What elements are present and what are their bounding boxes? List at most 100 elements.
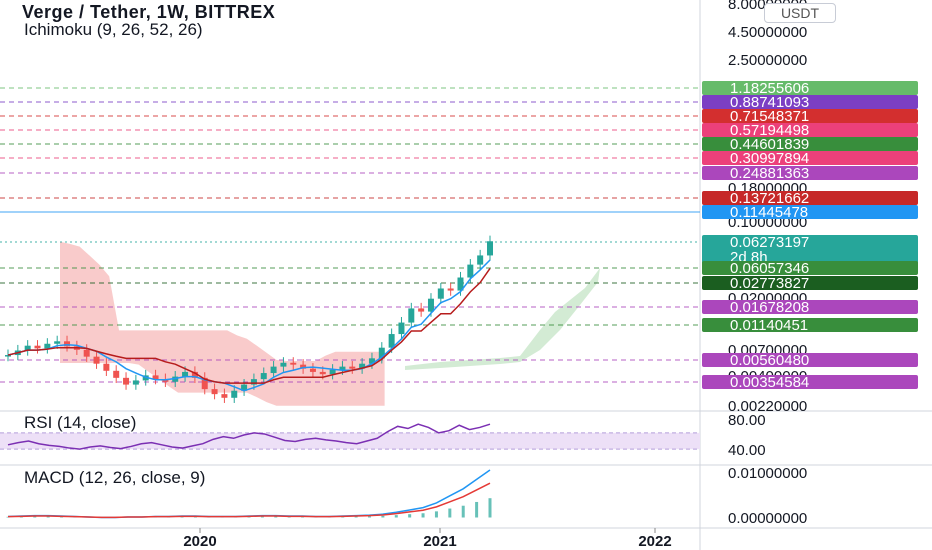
candle-body[interactable] [427,298,434,312]
candle-body[interactable] [339,366,346,370]
macd-histogram-bar [6,516,10,518]
candle-body[interactable] [447,288,454,291]
candle-body[interactable] [5,355,11,357]
rsi-pane[interactable]: 80.00 40.00 [0,412,766,459]
candle-body[interactable] [280,362,287,367]
candle-body[interactable] [191,371,198,378]
candle-body[interactable] [418,308,425,312]
time-axis-label: 2021 [423,533,456,550]
ichimoku-cloud [60,241,600,406]
candle-body[interactable] [388,334,395,348]
macd-histogram-bar [488,498,492,518]
price-badge [702,353,918,367]
candle-body[interactable] [329,369,336,375]
candle-body[interactable] [477,255,484,265]
candles[interactable] [5,235,493,403]
rsi-label[interactable]: RSI (14, close) [24,413,137,432]
candle-body[interactable] [93,356,100,364]
candle-body[interactable] [437,288,444,299]
time-axis-label: 2022 [638,533,671,550]
candle-body[interactable] [398,322,405,335]
candle-body[interactable] [123,377,130,385]
macd-histogram-bar [33,516,37,518]
macd-pane[interactable]: 0.01000000 0.00000000 [6,465,808,527]
candle-body[interactable] [64,341,71,347]
candle-body[interactable] [34,345,41,349]
candle-body[interactable] [231,390,238,398]
time-axis: 2020 2021 2022 [0,527,932,550]
price-badge [702,81,918,95]
macd-histogram-bar [434,511,438,518]
price-badge-value: 0.06273197 [730,234,809,251]
price-badge-value: 1.18255606 [730,80,809,97]
candle-body[interactable] [300,364,307,369]
price-axis-tick: 4.50000000 [728,24,807,41]
price-axis-tick: 2.50000000 [728,52,807,69]
candle-body[interactable] [103,363,110,371]
candle-body[interactable] [319,371,326,375]
candle-body[interactable] [349,366,356,369]
candle-body[interactable] [152,375,159,380]
candle-body[interactable] [457,277,464,291]
price-badge [702,95,918,109]
price-badge [702,166,918,180]
macd-histogram-bar [408,514,412,518]
price-badge-value: 0.01678208 [730,299,809,316]
candle-body[interactable] [221,394,228,398]
candle-body[interactable] [211,389,218,395]
candle-body[interactable] [44,343,51,349]
macd-histogram-bar [354,516,358,518]
candle-body[interactable] [290,362,297,365]
candle-body[interactable] [241,384,248,391]
price-badge-value: 0.13721662 [730,190,809,207]
price-badge [702,261,918,275]
price-badge [702,300,918,314]
candle-body[interactable] [270,366,277,374]
price-level-lines [0,87,700,383]
candle-body[interactable] [378,347,385,359]
price-badge-value: 0.00354584 [730,374,809,391]
indicator-label-ichimoku[interactable]: Ichimoku (9, 26, 52, 26) [24,20,203,39]
candle-body[interactable] [250,379,257,385]
base-line [7,267,491,384]
candle-body[interactable] [368,358,375,364]
currency-selector[interactable]: USDT [764,3,836,23]
candle-body[interactable] [113,370,120,378]
rsi-axis-tick: 40.00 [728,442,766,459]
candle-body[interactable] [132,380,139,385]
macd-axis-tick: 0.01000000 [728,465,807,482]
rsi-band [0,432,700,450]
candle-body[interactable] [467,264,474,278]
macd-label[interactable]: MACD (12, 26, close, 9) [24,468,206,487]
cloud-bearish [60,241,385,406]
candle-body[interactable] [24,345,31,351]
price-badge [702,235,918,265]
candle-body[interactable] [487,241,493,256]
macd-axis-tick: 0.00000000 [728,510,807,527]
candle-body[interactable] [54,341,61,344]
candle-body[interactable] [408,308,415,323]
price-badge [702,137,918,151]
candle-body[interactable] [182,371,189,377]
macd-histogram-bar [394,515,398,518]
cloud-bullish [405,268,600,370]
price-badge-value: 0.30997894 [730,150,809,167]
macd-histogram-bar [448,508,452,518]
candle-body[interactable] [359,363,366,369]
price-badge-value: 0.11445478 [730,204,808,221]
price-badge-value: 0.57194498 [730,122,809,139]
candle-body[interactable] [201,377,208,390]
macd-histogram-bar [381,515,385,518]
candle-body[interactable] [260,373,267,380]
price-badge-value: 0.02773827 [730,275,809,292]
price-badge-value: 0.06057346 [730,260,809,277]
candle-body[interactable] [309,368,316,372]
rsi-line [7,423,491,450]
candle-body[interactable] [83,349,90,357]
time-axis-label: 2020 [183,533,216,550]
price-badge [702,191,918,205]
price-badge-value: 0.01140451 [730,317,808,334]
price-badge [702,375,918,389]
macd-histogram-bar [368,516,371,518]
